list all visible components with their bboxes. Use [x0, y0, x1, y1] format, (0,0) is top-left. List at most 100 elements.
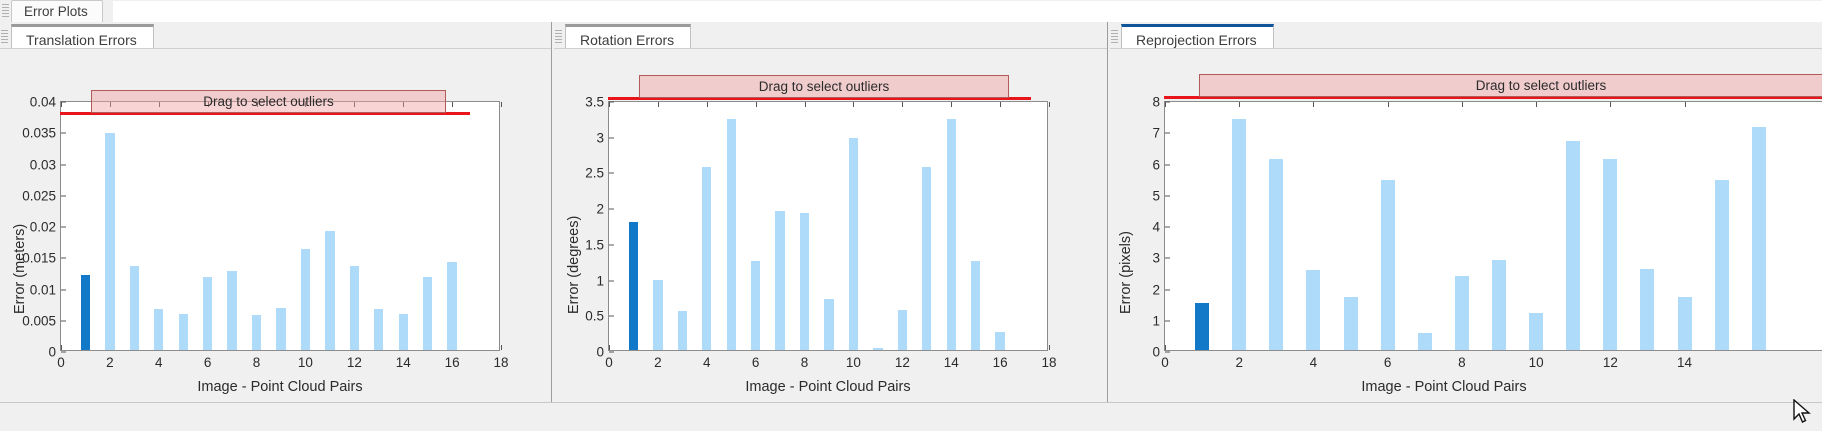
bar[interactable]: [1491, 260, 1507, 350]
threshold-line[interactable]: [1164, 96, 1822, 100]
bar[interactable]: [873, 347, 883, 350]
y-tick-mark: [61, 101, 66, 103]
x-tick-mark-top: [1387, 102, 1389, 107]
bar[interactable]: [105, 133, 115, 350]
bar[interactable]: [374, 308, 384, 350]
y-tick-mark: [61, 226, 66, 228]
bar[interactable]: [824, 299, 834, 350]
x-tick-mark-top: [951, 102, 953, 107]
bar[interactable]: [971, 260, 981, 350]
bar[interactable]: [1603, 159, 1618, 350]
bar[interactable]: [653, 280, 663, 350]
x-tick-mark-top: [354, 102, 356, 107]
bar[interactable]: [1269, 159, 1284, 350]
panel-divider[interactable]: [1107, 22, 1110, 402]
bar[interactable]: [1751, 126, 1766, 350]
bar[interactable]: [922, 167, 932, 350]
bar[interactable]: [423, 276, 433, 350]
bar[interactable]: [154, 308, 164, 350]
bar[interactable]: [1380, 179, 1395, 350]
drag-grip-icon[interactable]: [1, 30, 8, 44]
y-tick-mark: [1165, 226, 1170, 228]
bar[interactable]: [628, 222, 639, 350]
outlier-drag-band[interactable]: Drag to select outliers: [91, 89, 446, 113]
outlier-drag-band[interactable]: Drag to select outliers: [1199, 74, 1822, 98]
bar[interactable]: [799, 212, 810, 350]
bar[interactable]: [1714, 179, 1729, 350]
bar[interactable]: [677, 310, 687, 350]
tab-translation-errors[interactable]: Translation Errors: [11, 24, 154, 50]
bar[interactable]: [775, 210, 785, 350]
x-tick-label: 14: [943, 355, 959, 370]
drag-grip-icon[interactable]: [555, 30, 562, 44]
bar[interactable]: [325, 231, 335, 350]
bar[interactable]: [995, 332, 1005, 350]
bar[interactable]: [726, 119, 736, 350]
y-tick-label: 0.02: [29, 219, 56, 235]
threshold-line[interactable]: [60, 111, 470, 115]
bar[interactable]: [349, 265, 359, 350]
document-tab-error-plots[interactable]: Error Plots: [11, 0, 103, 23]
x-tick-label: 2: [654, 355, 662, 370]
bar[interactable]: [178, 314, 188, 350]
bar[interactable]: [702, 167, 712, 350]
y-tick-label: 0.015: [22, 250, 56, 266]
y-tick-mark: [609, 315, 614, 317]
drag-grip-icon[interactable]: [1111, 30, 1118, 44]
y-tick-label: 0: [1152, 344, 1160, 360]
bar[interactable]: [1529, 312, 1544, 350]
threshold-line[interactable]: [608, 97, 1031, 101]
x-tick-mark-top: [1684, 102, 1686, 107]
x-tick-mark-top: [1049, 102, 1050, 107]
x-tick-label: 4: [155, 355, 163, 370]
panel-divider[interactable]: [551, 22, 554, 402]
bar[interactable]: [1306, 269, 1321, 350]
bar[interactable]: [1640, 269, 1655, 350]
drag-grip-icon[interactable]: [2, 4, 9, 18]
y-tick-label: 0.025: [22, 188, 56, 204]
bar[interactable]: [848, 137, 859, 350]
y-tick-label: 3: [596, 130, 604, 146]
tab-reprojection-errors[interactable]: Reprojection Errors: [1121, 24, 1274, 50]
y-tick-mark: [1165, 195, 1170, 197]
y-axis-label: Error (pixels): [1118, 231, 1134, 314]
bar[interactable]: [897, 310, 907, 350]
x-tick-label: 0: [1161, 355, 1169, 370]
bar[interactable]: [251, 315, 262, 350]
bar[interactable]: [227, 270, 237, 350]
bar[interactable]: [276, 307, 286, 350]
bar[interactable]: [751, 260, 761, 350]
bar[interactable]: [203, 276, 213, 350]
bar[interactable]: [398, 314, 408, 350]
x-tick-label: 8: [1458, 355, 1466, 370]
panel-tabstrip: Reprojection Errors: [1110, 22, 1822, 50]
x-tick-mark: [61, 345, 62, 350]
outlier-drag-band[interactable]: Drag to select outliers: [639, 75, 1009, 99]
panel-rotation-errors: Rotation Errors Error (degrees) 0 0.5 1 1.5 2 2…: [554, 22, 1107, 402]
x-tick-mark-top: [1165, 102, 1166, 107]
bar[interactable]: [1417, 332, 1432, 350]
bar[interactable]: [1195, 303, 1210, 350]
bar[interactable]: [1232, 118, 1247, 350]
bar[interactable]: [447, 261, 457, 350]
y-axis-label: Error (degrees): [566, 215, 582, 314]
bar[interactable]: [1343, 296, 1358, 350]
bar[interactable]: [946, 119, 956, 350]
tab-rotation-errors[interactable]: Rotation Errors: [565, 24, 692, 50]
bar[interactable]: [1566, 140, 1581, 350]
panel-reprojection-errors: Reprojection Errors Error (pixels) 0 1 2 3 4 5 6…: [1110, 22, 1822, 402]
y-tick-label: 2.5: [585, 165, 604, 181]
x-tick-mark-top: [1461, 102, 1463, 107]
plot-area: Error (meters) 0 0.005 0.01 0.015 0.02 0.025 0.…: [0, 49, 551, 402]
x-tick-mark-top: [1610, 102, 1612, 107]
x-tick-label: 6: [1383, 355, 1392, 370]
x-tick-label: 4: [703, 355, 711, 370]
bar[interactable]: [1677, 296, 1692, 350]
bar[interactable]: [300, 249, 311, 350]
bar[interactable]: [1454, 275, 1469, 350]
x-tick-label: 14: [395, 355, 411, 370]
y-tick-mark: [61, 257, 66, 259]
bar[interactable]: [80, 275, 91, 350]
x-tick-label: 16: [992, 355, 1008, 370]
bar[interactable]: [129, 265, 139, 350]
